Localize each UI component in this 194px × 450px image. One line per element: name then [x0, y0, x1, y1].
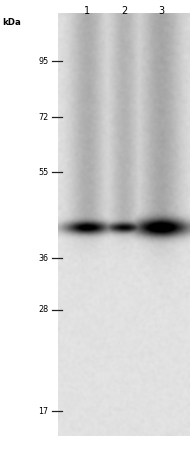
- Text: 36: 36: [38, 254, 48, 263]
- Text: 95: 95: [38, 57, 48, 66]
- Text: 28: 28: [38, 305, 48, 314]
- Text: 72: 72: [38, 113, 48, 122]
- Text: 1: 1: [84, 6, 90, 16]
- Text: 17: 17: [38, 406, 48, 415]
- Text: kDa: kDa: [2, 18, 21, 27]
- Text: 55: 55: [38, 168, 48, 177]
- Text: 3: 3: [158, 6, 164, 16]
- Text: 2: 2: [121, 6, 127, 16]
